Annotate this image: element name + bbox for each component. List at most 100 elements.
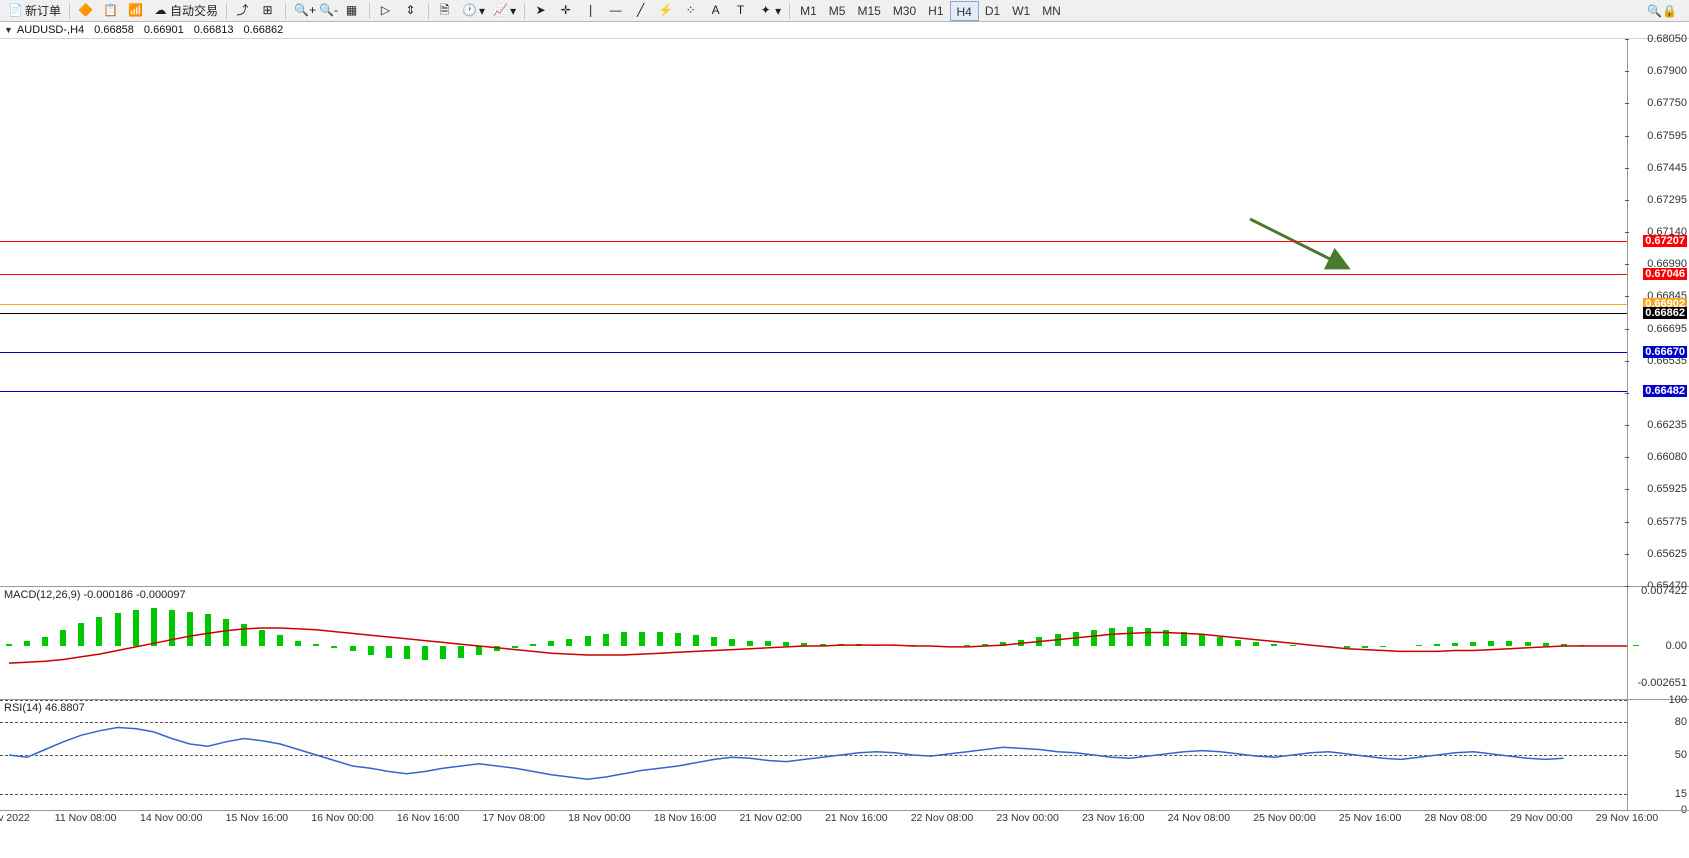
zoom-out-button[interactable]: 🔍- [315,1,340,21]
date-axis-label: 25 Nov 00:00 [1253,812,1315,824]
price-tick-label: 0.65775 [1647,516,1687,528]
price-tick-label: 0.67750 [1647,97,1687,109]
price-level-tag[interactable]: 0.67046 [1643,268,1687,280]
more-tools-icon: ✦ [758,3,773,18]
timeframe-h1-button[interactable]: H1 [922,1,949,21]
tools-icon-button[interactable]: 🔶 [74,1,99,21]
symbol-info-bar: ▼ AUDUSD-,H4 0.66858 0.66901 0.66813 0.6… [0,22,1689,39]
chart-scale-button[interactable]: ⇕ [399,1,424,21]
cursor-icon: ➤ [533,3,548,18]
price-level-line[interactable] [0,313,1627,314]
grid-dots-icon: ⁘ [683,3,698,18]
text-a-icon: A [708,3,723,18]
crosshair-icon: ✛ [558,3,573,18]
date-axis-label: 18 Nov 16:00 [654,812,716,824]
new-order-icon: 📄 [8,3,23,18]
price-chart-panel[interactable]: 0.68050 0.67900 0.67750 0.67595 0.67445 0.672… [0,39,1689,587]
rsi-indicator-panel[interactable]: RSI(14) 46.8807 100 80 50 15 0 [0,700,1689,810]
price-level-tag[interactable]: 0.66482 [1643,385,1687,397]
chart-scale-icon: ⇕ [403,3,418,18]
date-axis-label: 25 Nov 16:00 [1339,812,1401,824]
grid-dots-tool-button[interactable]: ⁘ [679,1,704,21]
date-axis-label: 16 Nov 16:00 [397,812,459,824]
text-t-icon: T [733,3,748,18]
trendline-icon: ╱ [633,3,648,18]
date-axis-label: 21 Nov 02:00 [739,812,801,824]
date-axis-label: 21 Nov 16:00 [825,812,887,824]
new-window-icon-button[interactable]: ⤴ [231,1,256,21]
new-chart-icon: 🗎 [437,3,452,18]
macd-indicator-panel[interactable]: MACD(12,26,9) -0.000186 -0.000097 0.0074… [0,587,1689,700]
text-box-tool-button[interactable]: T [729,1,754,21]
timeframe-d1-button[interactable]: D1 [979,1,1006,21]
date-axis-label: 22 Nov 08:00 [911,812,973,824]
chart-grid-icon: ⊞ [260,3,275,18]
price-tick-label: 0.67295 [1647,194,1687,206]
price-level-tag[interactable]: 0.66862 [1643,307,1687,319]
date-axis-label: 10 Nov 2022 [0,812,30,824]
zoom-out-icon: 🔍- [319,3,334,18]
price-level-line[interactable] [0,274,1627,275]
hline-tool-button[interactable]: ― [604,1,629,21]
price-level-tag[interactable]: 0.67207 [1643,235,1687,247]
price-level-tag[interactable]: 0.66670 [1643,346,1687,358]
zoom-in-button[interactable]: 🔍+ [290,1,315,21]
chart-shift-button[interactable]: ▷ [374,1,399,21]
clock-icon: 🕐 [462,3,477,18]
new-window-icon: ⤴ [235,3,250,18]
new-chart-button[interactable]: 🗎 [433,1,458,21]
price-tick-label: 0.65925 [1647,483,1687,495]
inbox-icon-button[interactable]: 📋 [99,1,124,21]
price-level-line[interactable] [0,352,1627,353]
price-tick-label: 0.68050 [1647,33,1687,45]
price-level-line[interactable] [0,391,1627,392]
signal-icon-button[interactable]: 📶 [124,1,149,21]
timeframe-h4-button[interactable]: H4 [950,1,979,21]
open-price-label: 0.66858 [94,22,134,39]
timeframe-m30-button[interactable]: M30 [887,1,922,21]
grid-toggle-button[interactable]: ▦ [340,1,365,21]
price-tick-label: 0.66235 [1647,419,1687,431]
rsi-guide-label: 50 [1675,749,1687,761]
signal-icon: 📶 [128,3,143,18]
timeframe-m5-button[interactable]: M5 [823,1,852,21]
lock-icon[interactable]: 🔒 [1662,4,1677,18]
indicators-dropdown-button[interactable]: 📈 ▾ [489,1,520,21]
crosshair-tool-button[interactable]: ✛ [554,1,579,21]
timeframe-w1-button[interactable]: W1 [1006,1,1036,21]
macd-axis-top-label: 0.007422 [1641,585,1687,597]
new-order-label: 新订单 [25,2,61,19]
trendline-tool-button[interactable]: ╱ [629,1,654,21]
date-axis-label: 29 Nov 00:00 [1510,812,1572,824]
cursor-tool-button[interactable]: ➤ [529,1,554,21]
tools-icon: 🔶 [78,3,93,18]
trend-arrow-annotation [1245,214,1355,274]
date-axis-label: 17 Nov 08:00 [483,812,545,824]
symbol-label[interactable]: AUDUSD-,H4 [17,22,84,39]
timeframe-m15-button[interactable]: M15 [851,1,886,21]
new-order-button[interactable]: 📄 新订单 [4,1,65,21]
date-axis-label: 23 Nov 00:00 [996,812,1058,824]
macd-signal-line[interactable] [0,587,1627,700]
close-price-label: 0.66862 [243,22,283,39]
timeframe-m1-button[interactable]: M1 [794,1,823,21]
rsi-line-series[interactable] [0,700,1627,810]
text-label-tool-button[interactable]: A [704,1,729,21]
auto-trading-button[interactable]: ☁ 自动交易 [149,1,222,21]
macd-histogram-bar[interactable] [1633,645,1639,646]
fibonacci-icon: ⚡ [658,3,673,18]
price-tick-label: 0.66080 [1647,451,1687,463]
price-level-line[interactable] [0,241,1627,242]
fibonacci-tool-button[interactable]: ⚡ [654,1,679,21]
date-axis-label: 16 Nov 00:00 [311,812,373,824]
search-icon[interactable]: 🔍 [1647,4,1662,18]
period-dropdown-button[interactable]: 🕐 ▾ [458,1,489,21]
date-axis-label: 14 Nov 00:00 [140,812,202,824]
more-tools-dropdown-button[interactable]: ✦ ▾ [754,1,785,21]
timeframe-mn-button[interactable]: MN [1036,1,1067,21]
symbol-dropdown-caret[interactable]: ▼ [4,22,13,39]
date-axis-label: 23 Nov 16:00 [1082,812,1144,824]
vline-tool-button[interactable]: ❘ [579,1,604,21]
price-level-line[interactable] [0,304,1627,305]
chart-grid-icon-button[interactable]: ⊞ [256,1,281,21]
